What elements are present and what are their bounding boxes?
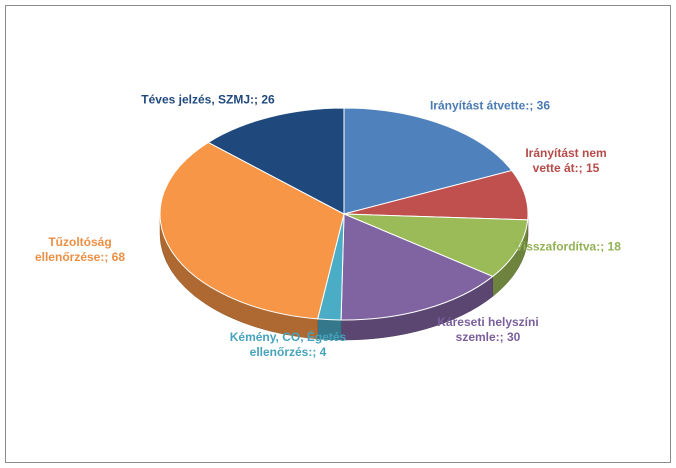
data-label: Tűzoltóság ellenőrzése:; 68 (34, 235, 126, 264)
slice (207, 107, 345, 215)
data-label: Kémény, CO, Égetés ellenőrzés:; 4 (229, 330, 347, 359)
slice (343, 213, 529, 278)
data-label: Káreseti helyszíni szemle:; 30 (437, 315, 539, 344)
data-label: Téves jelzés, SZMJ:; 26 (141, 92, 275, 107)
slice (340, 213, 494, 321)
data-label: Irányítást nem vette át:; 15 (525, 146, 607, 175)
data-label: Irányítást átvette:; 36 (429, 98, 551, 113)
slice (343, 107, 513, 215)
data-label: Visszafordítva:; 18 (515, 239, 621, 254)
slice (159, 141, 345, 320)
